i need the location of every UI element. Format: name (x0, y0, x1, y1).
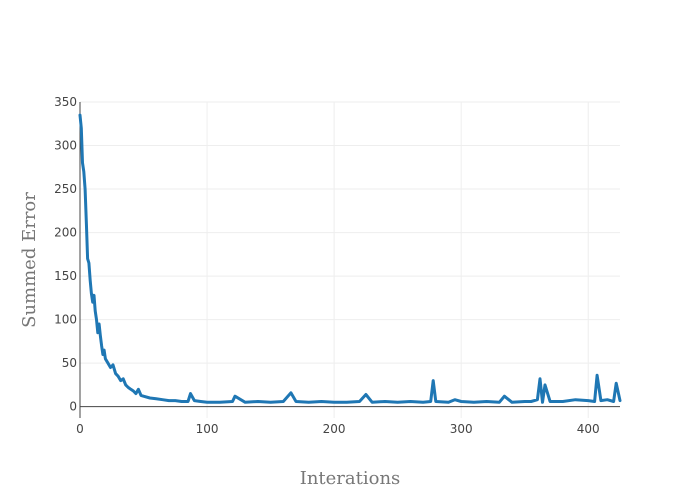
x-axis-title: Interations (300, 468, 401, 489)
y-tick-label: 200 (54, 226, 77, 240)
tick-labels: 0 100 200 300 400 0 50 100 150 200 250 300 350 (54, 95, 600, 436)
y-tick-label: 100 (54, 313, 77, 327)
x-tick-label: 400 (577, 422, 600, 436)
y-tick-label: 350 (54, 95, 77, 109)
y-tick-label: 250 (54, 182, 77, 196)
axes (79, 102, 620, 418)
y-axis-title: Summed Error (19, 192, 40, 328)
x-tick-label: 200 (323, 422, 346, 436)
y-tick-label: 0 (69, 400, 77, 414)
y-tick-label: 300 (54, 139, 77, 153)
grid-lines (80, 101, 620, 418)
x-tick-label: 100 (196, 422, 219, 436)
y-tick-label: 150 (54, 269, 77, 283)
x-tick-label: 0 (76, 422, 84, 436)
y-tick-label: 50 (62, 356, 77, 370)
series-group (78, 113, 622, 404)
series-line (78, 113, 622, 404)
x-tick-label: 300 (450, 422, 473, 436)
